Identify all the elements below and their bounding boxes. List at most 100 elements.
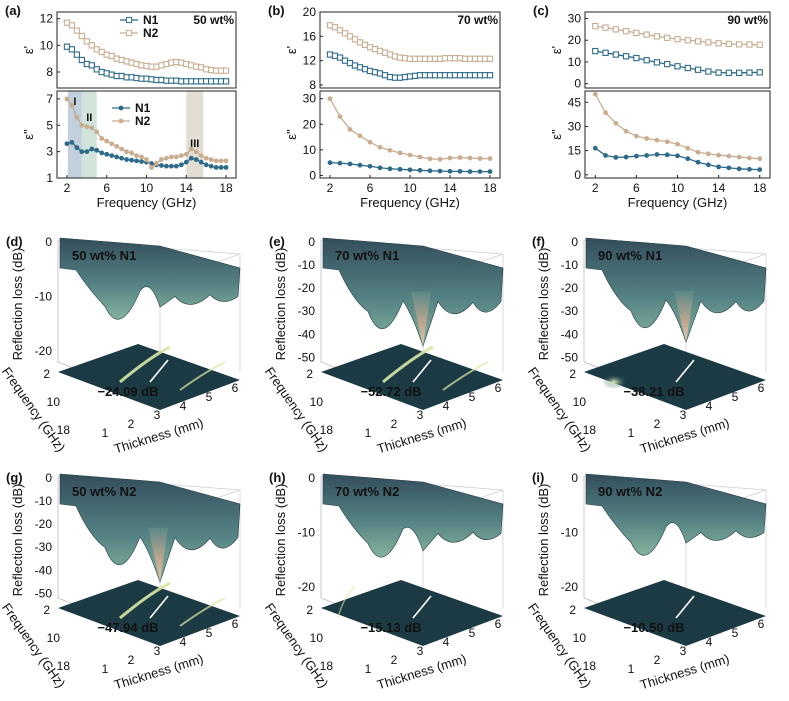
data-point [158, 76, 165, 84]
data-point [386, 73, 394, 81]
xtick-label: 14 [712, 181, 726, 195]
data-point [78, 32, 86, 40]
surface-panel-h: 0 -10 -20 Reflection loss (dB) 2 10 18Frequenc… [262, 470, 504, 692]
z-tick-label: -40 [298, 327, 316, 341]
data-point [746, 41, 753, 48]
rl-surface [585, 237, 767, 344]
freq-tick-label: 10 [47, 395, 61, 409]
thick-tick-label: 3 [417, 644, 424, 658]
data-point [183, 78, 190, 85]
freq-tick-label: 2 [306, 367, 313, 381]
data-point [94, 147, 100, 153]
panel-label: (g) [6, 470, 23, 485]
data-point [143, 62, 150, 70]
data-point [695, 159, 701, 165]
data-point [391, 53, 399, 60]
data-point [684, 37, 691, 44]
data-point [336, 27, 344, 34]
series-line-N2 [594, 93, 760, 160]
data-point [331, 52, 339, 59]
data-point [715, 40, 722, 47]
data-point [351, 36, 359, 43]
surface-panel-i: 0 -10 -20 Reflection loss (dB) 2 10 18Frequenc… [525, 470, 767, 692]
data-point [217, 78, 225, 85]
data-point [643, 57, 650, 64]
data-point [148, 63, 155, 70]
z-axis-label: Reflection loss (dB) [536, 484, 551, 597]
data-point [68, 46, 76, 53]
data-point [114, 154, 120, 160]
data-point [406, 73, 414, 80]
data-point [124, 149, 130, 155]
surface-panel-f: 0 -10 -20 -30 -40 -50 Reflection loss (dB) 2 10 1… [525, 234, 767, 456]
thick-tick-label: 4 [706, 635, 713, 649]
data-point [89, 146, 95, 152]
data-point [207, 66, 215, 74]
floor-glow [442, 361, 489, 391]
data-point [371, 69, 379, 76]
bottom-subplot: 0 15 30 45 ε" [549, 90, 771, 182]
data-point [168, 59, 175, 66]
legend-marker [118, 118, 124, 124]
axes-frame [56, 11, 237, 89]
ytick-label: 10 [303, 143, 317, 157]
thick-tick-label: 5 [732, 390, 739, 404]
min-rl-annotation: −15.13 dB [360, 620, 421, 635]
thick-tick-label: 6 [232, 617, 239, 631]
data-point [103, 70, 110, 77]
data-point [134, 158, 139, 164]
data-point [622, 53, 630, 60]
data-point [476, 72, 484, 79]
ytick-label: 8 [309, 78, 316, 92]
thick-tick-label: 4 [443, 635, 450, 649]
data-point [113, 55, 120, 62]
data-point [198, 159, 204, 165]
z-tick-label: 0 [571, 235, 578, 249]
z-tick-label: -10 [298, 258, 316, 272]
data-point [477, 156, 483, 161]
data-point [436, 55, 444, 62]
y-axis-label: ε' [549, 46, 564, 54]
data-point [213, 165, 219, 170]
thick-tick-label: 1 [365, 426, 372, 440]
thick-tick-label: 6 [758, 381, 765, 395]
data-point [436, 72, 444, 79]
data-point [377, 144, 383, 150]
data-point [154, 161, 159, 166]
data-point [99, 150, 105, 156]
data-point [73, 27, 81, 34]
x-axis-label: Frequency (GHz) [360, 195, 460, 210]
freq-tick-label: 18 [320, 423, 334, 437]
data-point [367, 163, 373, 169]
data-point [163, 163, 169, 169]
panel-subtitle: 50 wt% [193, 13, 234, 27]
data-point [143, 75, 150, 82]
data-point [441, 55, 449, 62]
freq-tick-label: 10 [310, 395, 324, 409]
thick-tick-label: 6 [495, 381, 502, 395]
data-point [129, 157, 134, 163]
data-point [74, 145, 80, 151]
annotation-pointer [412, 359, 432, 383]
data-point [79, 149, 85, 155]
data-point [109, 141, 115, 147]
data-point [725, 69, 733, 76]
data-point [203, 162, 209, 168]
data-point [622, 27, 630, 35]
data-point [203, 66, 210, 73]
data-point [208, 163, 214, 169]
data-point [705, 68, 712, 75]
data-point [664, 34, 671, 41]
data-point [69, 140, 75, 145]
freq-tick-label: 10 [573, 395, 587, 409]
z-tick-label: -20 [561, 281, 579, 295]
data-point [431, 55, 439, 62]
data-point [134, 153, 139, 158]
data-point [486, 55, 494, 62]
data-point [212, 67, 220, 74]
thick-tick-label: 2 [391, 653, 398, 667]
data-point [104, 151, 110, 157]
thick-tick-label: 2 [128, 417, 135, 431]
ytick-label: 20 [303, 5, 317, 19]
data-point [654, 137, 660, 143]
